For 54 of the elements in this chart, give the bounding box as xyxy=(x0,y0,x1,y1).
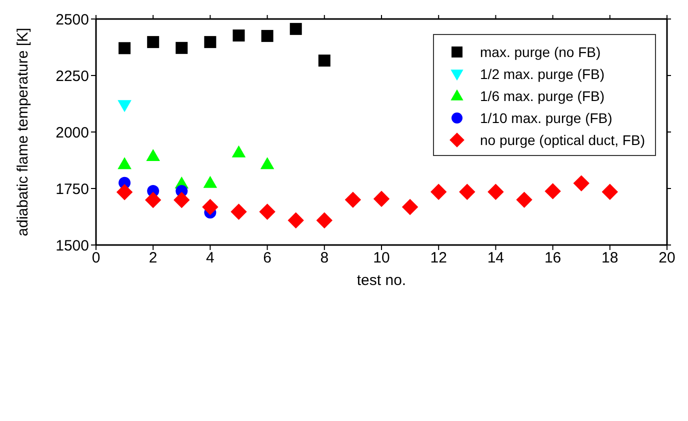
y-axis-title: adiabatic flame temperature [K] xyxy=(14,28,32,236)
x-tick-label: 8 xyxy=(320,250,329,267)
point xyxy=(259,204,276,220)
legend-label: 1/6 max. purge (FB) xyxy=(480,88,605,104)
x-tick-label: 18 xyxy=(602,250,618,267)
point xyxy=(602,184,618,200)
point xyxy=(118,42,131,54)
y-tick-label: 1750 xyxy=(56,180,89,198)
legend-label: 1/10 max. purge (FB) xyxy=(480,110,612,126)
point xyxy=(544,183,561,200)
point xyxy=(459,184,476,200)
x-tick-label: 4 xyxy=(206,250,214,267)
point xyxy=(430,184,447,200)
x-tick-label: 12 xyxy=(430,250,447,267)
point xyxy=(232,145,246,158)
point xyxy=(373,190,390,207)
point xyxy=(146,148,160,161)
point xyxy=(290,22,302,35)
point xyxy=(516,192,532,208)
point xyxy=(232,30,245,42)
legend-label: 1/2 max. purge (FB) xyxy=(480,66,605,82)
point xyxy=(174,192,190,208)
x-tick-label: 16 xyxy=(544,250,562,267)
point xyxy=(261,30,274,42)
legend-label: max. purge (no FB) xyxy=(480,44,601,60)
point xyxy=(260,157,274,170)
point xyxy=(573,175,590,192)
x-axis-title: test no. xyxy=(356,272,406,289)
x-tick-label: 10 xyxy=(373,250,390,267)
x-tick-label: 20 xyxy=(658,250,676,267)
point xyxy=(488,184,504,200)
y-tick-label: 2000 xyxy=(56,124,89,142)
point xyxy=(204,36,216,48)
point xyxy=(203,176,218,188)
point xyxy=(147,36,160,48)
legend-label: no purge (optical duct, FB) xyxy=(480,132,645,148)
point xyxy=(288,212,304,228)
point xyxy=(145,192,162,208)
x-tick-label: 14 xyxy=(487,250,504,267)
y-tick-label: 2500 xyxy=(56,11,89,28)
y-tick-label: 1500 xyxy=(56,237,89,254)
point xyxy=(202,198,218,216)
point xyxy=(230,204,247,220)
point xyxy=(318,54,330,67)
point xyxy=(116,184,133,200)
x-tick-label: 0 xyxy=(92,250,100,267)
x-tick-label: 6 xyxy=(263,250,272,267)
point xyxy=(118,157,132,170)
point xyxy=(402,198,418,216)
x-tick-label: 2 xyxy=(148,250,158,267)
point xyxy=(176,42,188,54)
point xyxy=(316,212,332,228)
point xyxy=(344,192,362,208)
y-tick-label: 2250 xyxy=(56,68,89,85)
